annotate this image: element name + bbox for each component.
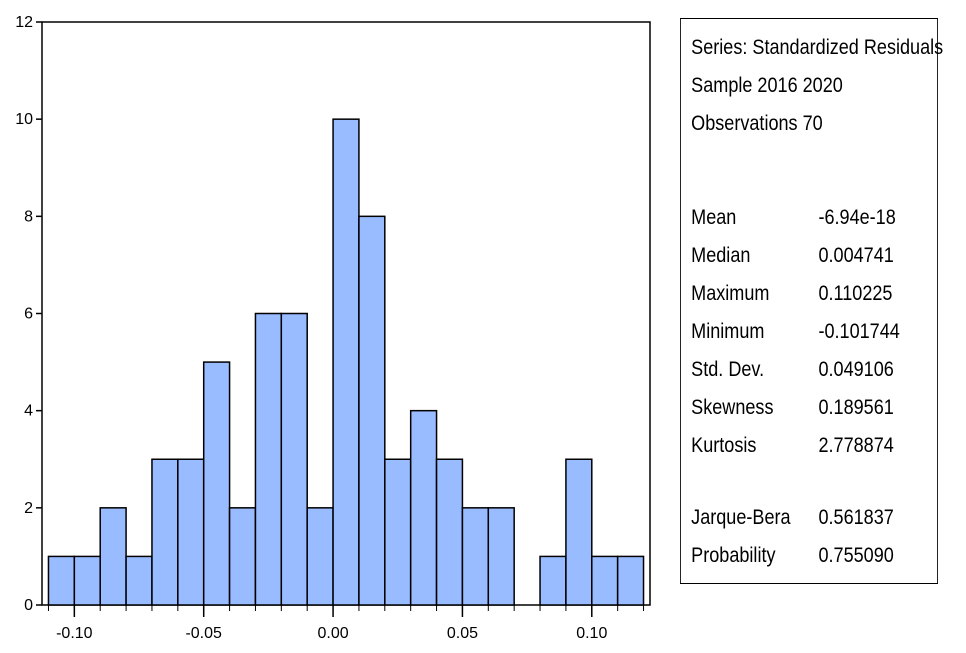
y-tick-label: 10 <box>15 111 33 128</box>
stat-row-probability: Probability 0.755090 <box>691 537 894 575</box>
stat-value: -6.94e-18 <box>818 206 896 229</box>
histogram-bar <box>177 458 205 606</box>
y-tick-label: 0 <box>24 597 33 614</box>
stat-row-kurtosis: Kurtosis 2.778874 <box>691 427 894 465</box>
stat-label: Skewness <box>691 396 774 419</box>
stat-value: 0.755090 <box>818 544 894 567</box>
x-tick-label: 0.10 <box>576 625 607 642</box>
histogram-bar <box>202 361 231 606</box>
y-tick-label: 12 <box>15 14 33 31</box>
x-tick-label: 0.05 <box>447 625 478 642</box>
x-axis: -0.10 -0.05 0.00 0.05 0.10 <box>47 605 645 642</box>
stat-label: Minimum <box>691 320 765 343</box>
histogram-bar <box>409 409 438 606</box>
stat-value: 0.189561 <box>818 396 894 419</box>
histogram-bar <box>435 458 464 606</box>
stat-label: Kurtosis <box>691 434 757 457</box>
stat-value: -0.101744 <box>818 320 900 343</box>
x-tick-label: -0.05 <box>185 625 222 642</box>
stat-value: 0.004741 <box>818 244 894 267</box>
histogram-bar <box>332 118 360 606</box>
stats-header: Series: Standardized Residuals Sample 20… <box>691 29 943 143</box>
histogram-bar <box>591 555 619 606</box>
histogram-bar <box>228 507 257 606</box>
x-tick-label: -0.10 <box>56 625 93 642</box>
stat-value: 2.778874 <box>818 434 894 457</box>
y-tick-label: 8 <box>24 208 33 225</box>
stat-value: 0.110225 <box>818 282 893 305</box>
y-axis: 0 2 4 6 8 10 12 <box>15 14 42 614</box>
stat-row-jarque-bera: Jarque-Bera 0.561837 <box>691 499 894 537</box>
stat-label: Maximum <box>691 282 770 305</box>
histogram-bar <box>461 507 490 606</box>
bars-group <box>47 118 645 606</box>
y-tick-label: 4 <box>24 403 33 420</box>
descriptive-statistics-box: Series: Standardized Residuals Sample 20… <box>680 18 943 584</box>
histogram-bar <box>306 507 334 606</box>
histogram-bar <box>280 312 308 606</box>
y-tick-label: 6 <box>24 306 33 323</box>
histogram-bar <box>487 507 515 606</box>
histogram-bar <box>73 555 101 606</box>
histogram-bar <box>539 555 567 606</box>
histogram-bar <box>358 215 386 606</box>
sample-range: Sample 2016 2020 <box>691 74 843 97</box>
stat-label: Jarque-Bera <box>691 506 791 529</box>
histogram-chart: 0 2 4 6 8 10 12 -0.10 -0.05 0.00 0.05 0.10 <box>15 14 651 642</box>
stat-label: Std. Dev. <box>691 358 765 381</box>
observation-count: Observations 70 <box>691 112 823 135</box>
series-name: Series: Standardized Residuals <box>691 36 944 59</box>
histogram-bar <box>384 458 412 606</box>
stat-row-maximum: Maximum 0.110225 <box>691 275 892 313</box>
histogram-bar <box>254 312 283 606</box>
stat-value: 0.561837 <box>818 506 894 529</box>
histogram-bar <box>47 555 76 606</box>
stat-row-median: Median 0.004741 <box>691 237 894 275</box>
x-tick-label: 0.00 <box>317 625 348 642</box>
histogram-bar <box>151 458 179 606</box>
histogram-bar <box>565 458 593 606</box>
stat-row-std-dev: Std. Dev. 0.049106 <box>691 351 894 389</box>
stat-label: Median <box>691 244 751 267</box>
y-tick-label: 2 <box>24 500 33 517</box>
stat-row-minimum: Minimum -0.101744 <box>691 313 900 351</box>
stat-row-skewness: Skewness 0.189561 <box>691 389 894 427</box>
histogram-bar <box>616 555 645 606</box>
stat-label: Probability <box>691 544 776 567</box>
stat-value: 0.049106 <box>818 358 894 381</box>
stat-row-mean: Mean -6.94e-18 <box>691 199 896 237</box>
histogram-bar <box>125 555 153 606</box>
histogram-bar <box>99 507 127 606</box>
stat-label: Mean <box>691 206 737 229</box>
